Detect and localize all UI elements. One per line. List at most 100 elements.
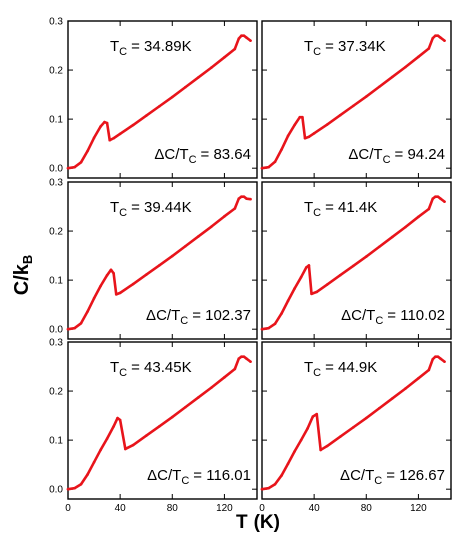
data-point <box>73 486 76 490</box>
data-point <box>73 326 76 330</box>
panel-frame <box>261 20 452 179</box>
data-point <box>351 104 355 108</box>
data-point <box>118 132 122 136</box>
data-point <box>436 34 440 38</box>
data-point <box>293 123 296 127</box>
y-tick-label: 0.3 <box>49 17 63 28</box>
data-point <box>197 235 200 238</box>
data-point <box>364 255 368 258</box>
data-point <box>273 322 277 326</box>
data-point <box>157 105 161 108</box>
panel-frame <box>67 181 258 340</box>
data-point <box>417 215 420 219</box>
tc-annotation: TC = 34.89K <box>110 38 192 58</box>
data-point <box>184 85 187 89</box>
tc-annotation: TC = 41.4K <box>304 199 377 219</box>
data-point <box>86 149 89 153</box>
data-point <box>103 120 106 124</box>
y-tick-label: 0.0 <box>49 164 63 175</box>
data-point <box>286 462 290 465</box>
delta-c-annotation: ΔC/TC = 116.01 <box>147 467 251 487</box>
data-point <box>351 264 355 268</box>
data-point <box>240 355 243 359</box>
data-point <box>210 386 213 389</box>
delta-c-annotation: ΔC/TC = 94.24 <box>348 146 445 166</box>
data-point <box>267 486 270 490</box>
data-point <box>338 273 342 277</box>
data-point <box>267 326 270 330</box>
data-point <box>112 271 115 275</box>
data-point <box>378 85 381 89</box>
data-point <box>364 95 368 98</box>
y-tick-label: 0.2 <box>49 227 63 238</box>
data-point <box>443 200 446 203</box>
data-point <box>404 65 407 69</box>
data-point <box>431 36 435 40</box>
data-point <box>237 37 241 40</box>
data-point <box>223 56 226 59</box>
data-point <box>73 165 76 169</box>
panel-1: 0.0 0.1 0.2 0.3 TC = 34.89K ΔC/TC = 83.64 <box>49 17 258 179</box>
data-point <box>310 292 313 296</box>
data-point <box>223 376 226 379</box>
data-point <box>260 166 264 170</box>
y-tick-label: 0.1 <box>49 436 63 447</box>
data-point <box>105 437 109 440</box>
data-point <box>434 355 437 359</box>
panel-6: 0 40 80 120 TC = 44.9K ΔC/TC = 126.67 <box>259 341 452 514</box>
data-point <box>112 136 115 140</box>
data-point <box>242 355 246 359</box>
data-point <box>273 160 277 164</box>
data-point <box>240 34 243 38</box>
data-point <box>118 291 122 295</box>
data-point <box>242 195 246 199</box>
data-point <box>301 115 304 119</box>
data-point <box>417 377 420 380</box>
data-point <box>197 396 200 399</box>
y-tick-label: 0.3 <box>49 338 63 349</box>
data-point <box>427 207 431 211</box>
data-point <box>280 148 283 151</box>
data-point <box>404 387 407 390</box>
data-point <box>325 123 329 126</box>
panel-2: TC = 37.34K ΔC/TC = 94.24 <box>260 20 452 179</box>
panel-4: TC = 41.4K ΔC/TC = 110.02 <box>260 181 452 340</box>
data-point <box>325 283 329 286</box>
data-point <box>378 245 381 249</box>
data-point <box>240 195 243 199</box>
tc-annotation: TC = 39.44K <box>110 199 192 219</box>
data-point <box>157 264 161 267</box>
data-point <box>299 438 303 442</box>
data-point <box>79 322 83 325</box>
data-point <box>303 136 307 140</box>
data-point <box>99 448 102 452</box>
data-point <box>427 47 431 50</box>
data-point <box>144 114 148 117</box>
data-point <box>245 197 248 200</box>
data-point <box>312 132 316 135</box>
data-point <box>99 284 102 288</box>
x-tick-label: 120 <box>216 503 233 514</box>
y-axis-title: C/kB <box>11 255 35 296</box>
data-point <box>242 34 246 38</box>
data-point <box>280 312 283 315</box>
data-point <box>118 418 122 422</box>
data-point <box>431 197 435 200</box>
tc-annotation: TC = 37.34K <box>304 38 386 58</box>
x-tick-label: 120 <box>410 503 427 514</box>
data-point <box>170 415 174 419</box>
data-point <box>170 254 174 258</box>
data-point <box>431 357 435 361</box>
data-point <box>233 207 237 210</box>
data-point <box>391 235 394 239</box>
delta-c-annotation: ΔC/TC = 102.37 <box>146 307 251 327</box>
data-point <box>325 444 329 448</box>
x-tick-label: 80 <box>361 503 373 514</box>
data-point <box>197 76 200 79</box>
data-point <box>86 310 89 313</box>
data-point <box>286 134 290 138</box>
panel-3: 0.0 0.1 0.2 0.3 TC = 39.44K ΔC/TC = 102.37 <box>49 178 258 340</box>
y-tick-label: 0.2 <box>49 66 63 77</box>
data-point <box>108 138 112 142</box>
